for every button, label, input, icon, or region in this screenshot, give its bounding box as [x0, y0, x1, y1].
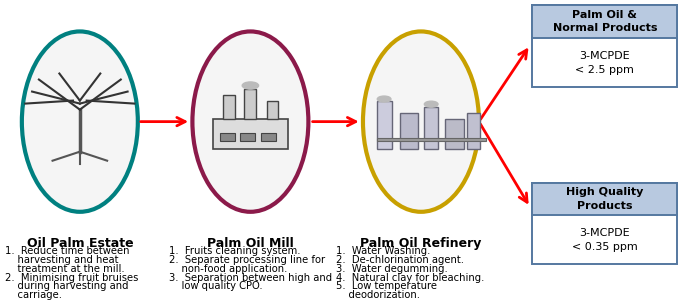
Ellipse shape — [363, 31, 479, 212]
Text: 5.  Low temperature: 5. Low temperature — [336, 281, 436, 291]
Bar — [532, 5, 677, 87]
Text: 2.  De-chlorination agent.: 2. De-chlorination agent. — [336, 255, 464, 265]
Bar — [260, 133, 275, 141]
Text: Palm Oil Refinery: Palm Oil Refinery — [360, 237, 482, 250]
Text: 2.  Separate processing line for: 2. Separate processing line for — [169, 255, 325, 265]
Text: non-food application.: non-food application. — [169, 264, 287, 274]
Text: deodorization.: deodorization. — [336, 290, 420, 300]
Bar — [213, 119, 288, 149]
Ellipse shape — [22, 31, 138, 212]
Text: treatment at the mill.: treatment at the mill. — [5, 264, 125, 274]
Text: 1.  Reduce time between: 1. Reduce time between — [5, 246, 129, 256]
Text: low quality CPO.: low quality CPO. — [169, 281, 262, 291]
Text: Palm Oil &
Normal Products: Palm Oil & Normal Products — [553, 10, 657, 33]
Bar — [445, 119, 464, 149]
Text: 3.  Separation between high and: 3. Separation between high and — [169, 272, 332, 282]
Bar — [220, 133, 235, 141]
Text: 3-MCPDE
< 2.5 ppm: 3-MCPDE < 2.5 ppm — [575, 50, 634, 74]
Text: 3-MCPDE
< 0.35 ppm: 3-MCPDE < 0.35 ppm — [572, 228, 638, 252]
Bar — [223, 95, 236, 119]
Text: 2.  Minimising fruit bruises: 2. Minimising fruit bruises — [5, 272, 138, 282]
Bar — [532, 5, 677, 38]
Bar — [240, 133, 256, 141]
Text: Oil Palm Estate: Oil Palm Estate — [27, 237, 133, 250]
Bar — [377, 137, 486, 141]
Text: 3.  Water degumming.: 3. Water degumming. — [336, 264, 447, 274]
Text: 4.  Natural clay for bleaching.: 4. Natural clay for bleaching. — [336, 272, 484, 282]
Bar — [467, 112, 479, 149]
Bar — [377, 101, 392, 149]
Bar — [532, 183, 677, 215]
Circle shape — [377, 96, 391, 102]
Bar — [244, 88, 256, 119]
Bar — [401, 112, 418, 149]
Text: harvesting and heat: harvesting and heat — [5, 255, 119, 265]
Text: Palm Oil Mill: Palm Oil Mill — [207, 237, 294, 250]
Text: during harvesting and: during harvesting and — [5, 281, 128, 291]
Circle shape — [242, 82, 258, 89]
Text: 1.  Water Washing.: 1. Water Washing. — [336, 246, 430, 256]
Bar — [532, 183, 677, 264]
Circle shape — [425, 101, 438, 107]
Text: carriage.: carriage. — [5, 290, 62, 300]
Bar — [425, 107, 438, 149]
Bar — [267, 101, 277, 119]
Text: 1.  Fruits cleaning system.: 1. Fruits cleaning system. — [169, 246, 300, 256]
Ellipse shape — [192, 31, 308, 212]
Text: High Quality
Products: High Quality Products — [566, 187, 643, 211]
